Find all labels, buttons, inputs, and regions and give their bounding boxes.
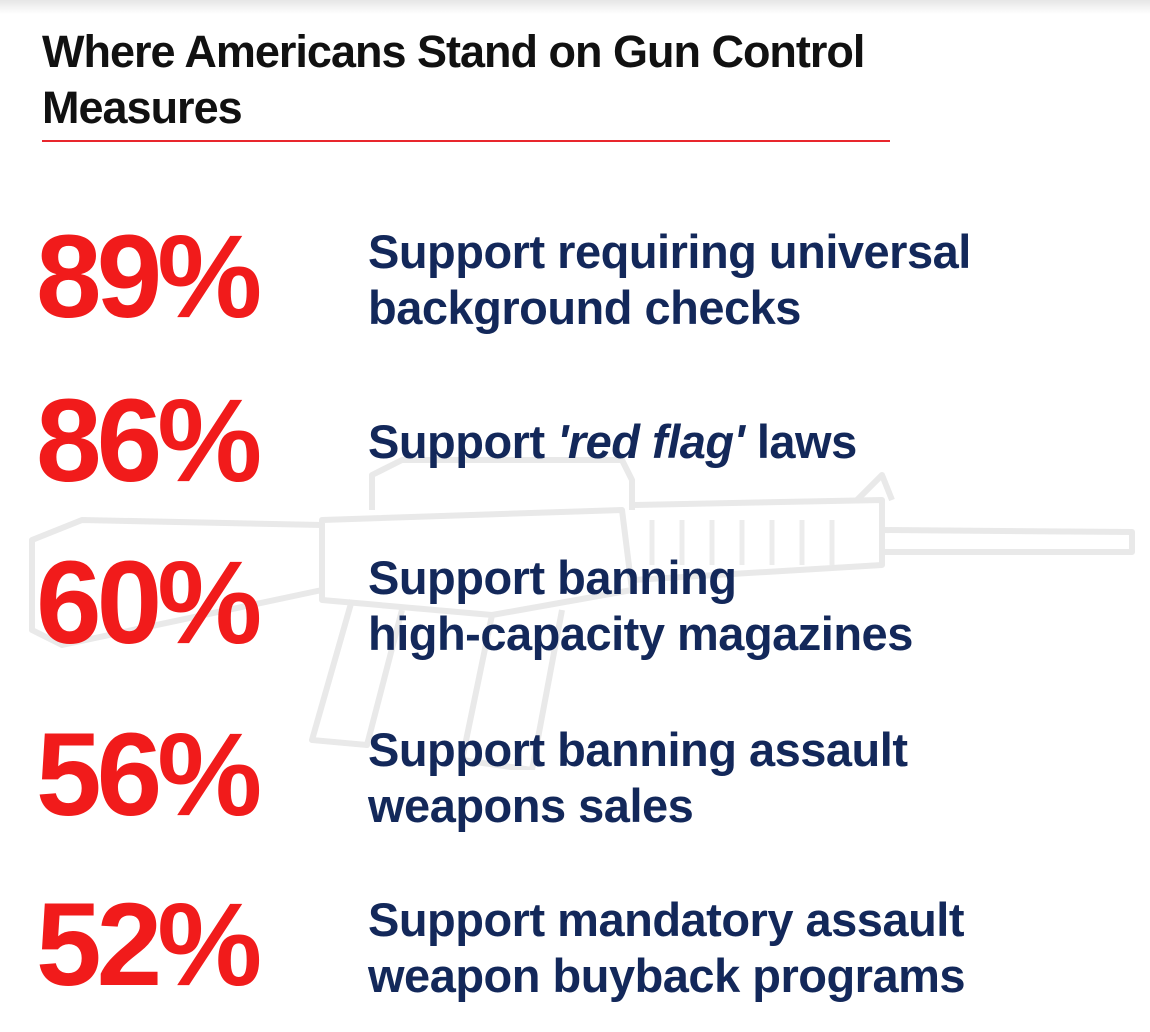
stat-high-capacity-magazines: 60% Support banning high-capacity magazi… <box>36 538 1146 668</box>
stat-description-line: Support requiring universal <box>368 225 971 278</box>
stat-percent: 52% <box>36 879 262 1011</box>
stat-description-suffix: laws <box>744 415 857 468</box>
stat-description-line: background checks <box>368 281 801 334</box>
title-underline <box>42 140 890 142</box>
stat-description-line: Support mandatory assault <box>368 893 965 946</box>
stat-description-prefix: Support <box>368 415 558 468</box>
stat-description-line: high-capacity magazines <box>368 607 913 660</box>
stat-percent: 56% <box>36 709 262 841</box>
stat-description: Support 'red flag' laws <box>368 414 857 470</box>
page-title: Where Americans Stand on Gun Control Mea… <box>42 26 865 133</box>
stat-red-flag-laws: 86% Support 'red flag' laws <box>36 376 1146 506</box>
stat-universal-background-checks: 89% Support requiring universal backgrou… <box>36 212 1146 342</box>
stat-percent: 89% <box>36 211 262 343</box>
stat-description: Support requiring universal background c… <box>368 224 971 336</box>
stat-percent: 86% <box>36 375 262 507</box>
stat-description-line: Support banning assault <box>368 723 908 776</box>
stat-description-line: weapon buyback programs <box>368 949 966 1002</box>
stat-description-line: weapons sales <box>368 779 694 832</box>
stat-description-line: Support banning <box>368 551 737 604</box>
stat-description-emphasis: 'red flag' <box>557 415 745 468</box>
stat-description: Support mandatory assault weapon buyback… <box>368 892 966 1004</box>
stat-percent: 60% <box>36 537 262 669</box>
stat-mandatory-buyback: 52% Support mandatory assault weapon buy… <box>36 880 1146 1010</box>
stat-description: Support banning high-capacity magazines <box>368 550 913 662</box>
stat-description: Support banning assault weapons sales <box>368 722 908 834</box>
top-edge-shadow <box>0 0 1150 14</box>
stat-assault-weapons-sales: 56% Support banning assault weapons sale… <box>36 710 1146 840</box>
rifle-icon <box>29 457 1135 770</box>
